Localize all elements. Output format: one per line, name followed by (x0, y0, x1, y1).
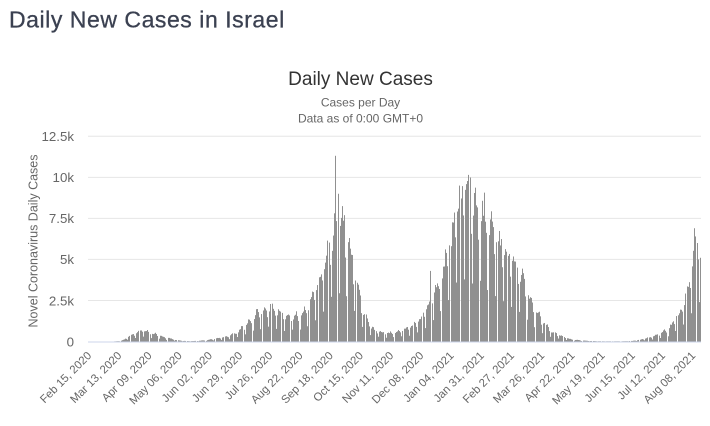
svg-text:Novel Coronavirus Daily Cases: Novel Coronavirus Daily Cases (27, 155, 41, 328)
svg-text:10k: 10k (53, 170, 75, 185)
svg-text:12.5k: 12.5k (41, 129, 74, 144)
svg-text:0: 0 (67, 334, 74, 349)
svg-text:Daily New Cases: Daily New Cases (288, 69, 433, 90)
svg-text:May 19, 2021: May 19, 2021 (550, 350, 607, 407)
svg-text:Daily New Cases in Israel: Daily New Cases in Israel (9, 7, 285, 33)
svg-text:2.5k: 2.5k (49, 293, 74, 308)
svg-text:Feb 15, 2020: Feb 15, 2020 (38, 350, 94, 406)
svg-text:7.5k: 7.5k (49, 211, 74, 226)
svg-text:May 06, 2020: May 06, 2020 (127, 350, 184, 407)
svg-text:Cases per Day: Cases per Day (321, 96, 400, 110)
svg-text:Data as of 0:00 GMT+0: Data as of 0:00 GMT+0 (298, 112, 423, 126)
svg-text:5k: 5k (60, 252, 74, 267)
